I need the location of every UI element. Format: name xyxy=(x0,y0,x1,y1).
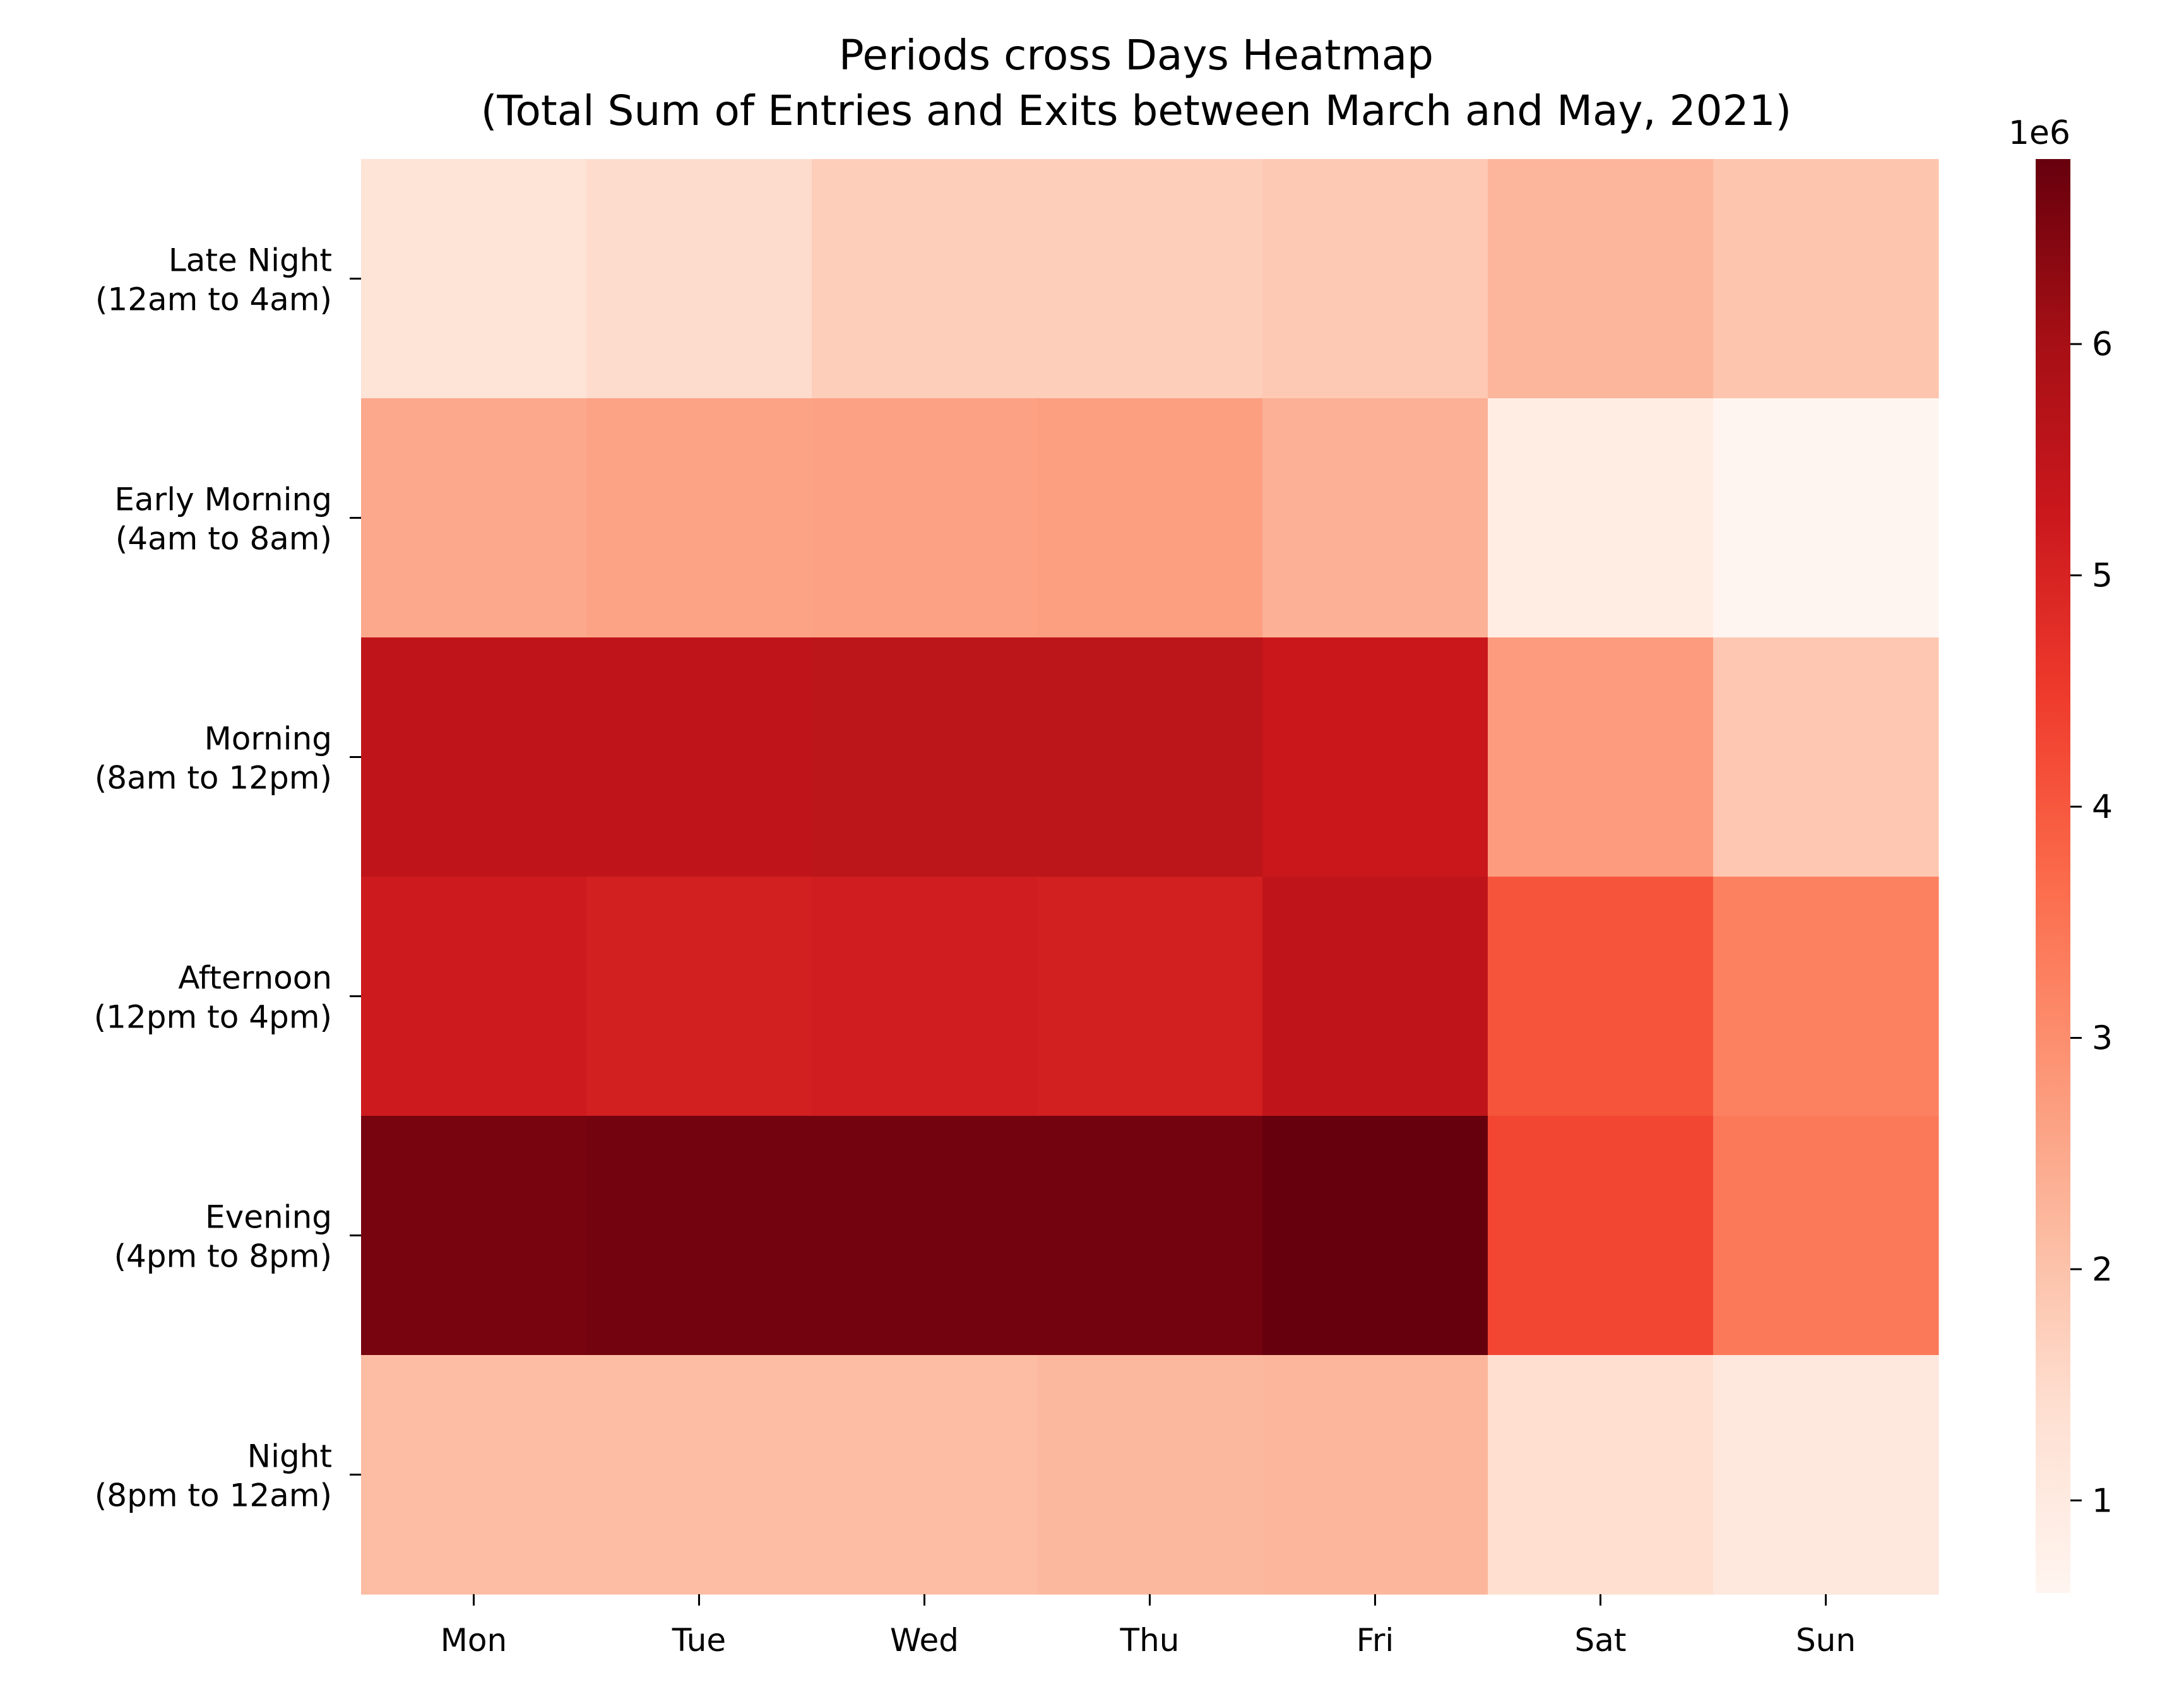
x-tick-label: Wed xyxy=(890,1622,959,1659)
colorbar-tick-label: 6 xyxy=(2092,326,2113,364)
chart-title: Periods cross Days Heatmap xyxy=(839,31,1433,80)
heatmap-cell xyxy=(586,159,812,399)
heatmap-cell xyxy=(1488,398,1714,638)
heatmap-cell xyxy=(812,1116,1038,1356)
y-tick-label: Afternoon (12pm to 4pm) xyxy=(94,960,332,1036)
colorbar-tick-label: 5 xyxy=(2092,557,2113,595)
x-tick-label: Sun xyxy=(1796,1622,1856,1659)
y-tick-label: Early Morning (4am to 8am) xyxy=(114,482,332,557)
x-tick-label: Sat xyxy=(1575,1622,1627,1659)
heatmap-cell xyxy=(812,398,1038,638)
heatmap-cell xyxy=(1262,1116,1488,1356)
colorbar-gradient xyxy=(2036,159,2070,1593)
heatmap-cell xyxy=(361,1116,587,1356)
heatmap-cell xyxy=(1262,637,1488,877)
colorbar-ticks: 1 2 3 4 5 6 xyxy=(2070,326,2113,1520)
heatmap-cell xyxy=(1488,1355,1714,1595)
x-tick-label: Fri xyxy=(1356,1622,1394,1659)
heatmap-cell xyxy=(1713,398,1939,638)
heatmap-cell xyxy=(361,877,587,1116)
x-axis: Mon Tue Wed Thu Fri Sat Sun xyxy=(441,1594,1856,1659)
y-axis: Late Night (12am to 4am) Early Morning (4am… xyxy=(94,242,361,1514)
heatmap-cell xyxy=(1488,159,1714,399)
heatmap-cell xyxy=(1713,159,1939,399)
heatmap-cell xyxy=(1037,877,1263,1116)
heatmap-cell xyxy=(812,637,1038,877)
heatmap-cell xyxy=(1713,637,1939,877)
heatmap-cells xyxy=(361,159,1939,1595)
heatmap-cell xyxy=(586,1355,812,1595)
heatmap-cell xyxy=(1262,1355,1488,1595)
heatmap-cell xyxy=(1262,398,1488,638)
heatmap-cell xyxy=(1037,637,1263,877)
heatmap-cell xyxy=(1037,1355,1263,1595)
heatmap-cell xyxy=(586,398,812,638)
heatmap-cell xyxy=(812,1355,1038,1595)
colorbar: 1 2 3 4 5 6 1e6 xyxy=(2009,114,2113,1593)
colorbar-offset-label: 1e6 xyxy=(2009,114,2070,152)
chart-subtitle: (Total Sum of Entries and Exits between … xyxy=(481,86,1792,135)
heatmap-cell xyxy=(361,1355,587,1595)
heatmap-cell xyxy=(1713,1116,1939,1356)
heatmap-cell xyxy=(1488,877,1714,1116)
heatmap-cell xyxy=(361,637,587,877)
y-tick-label: Late Night (12am to 4am) xyxy=(95,242,332,318)
y-tick-label: Night (8pm to 12am) xyxy=(95,1438,332,1514)
colorbar-tick-label: 2 xyxy=(2092,1251,2113,1289)
heatmap-cell xyxy=(812,159,1038,399)
heatmap-cell xyxy=(1713,877,1939,1116)
x-tick-label: Mon xyxy=(441,1622,507,1659)
heatmap-cell xyxy=(361,398,587,638)
heatmap-cell xyxy=(1037,398,1263,638)
heatmap-cell xyxy=(361,159,587,399)
colorbar-tick-label: 1 xyxy=(2092,1482,2113,1520)
heatmap-cell xyxy=(1262,877,1488,1116)
y-tick-label: Morning (8am to 12pm) xyxy=(95,721,332,796)
y-tick-label: Evening (4pm to 8pm) xyxy=(114,1199,332,1275)
heatmap-cell xyxy=(1037,159,1263,399)
heatmap-cell xyxy=(586,637,812,877)
x-tick-label: Tue xyxy=(672,1622,726,1659)
heatmap-cell xyxy=(586,1116,812,1356)
heatmap-cell xyxy=(586,877,812,1116)
colorbar-tick-label: 3 xyxy=(2092,1020,2113,1058)
x-tick-label: Thu xyxy=(1120,1622,1180,1659)
heatmap-cell xyxy=(1262,159,1488,399)
heatmap-cell xyxy=(812,877,1038,1116)
heatmap-cell xyxy=(1488,1116,1714,1356)
heatmap-cell xyxy=(1713,1355,1939,1595)
colorbar-tick-label: 4 xyxy=(2092,788,2113,826)
heatmap-cell xyxy=(1488,637,1714,877)
heatmap-cell xyxy=(1037,1116,1263,1356)
